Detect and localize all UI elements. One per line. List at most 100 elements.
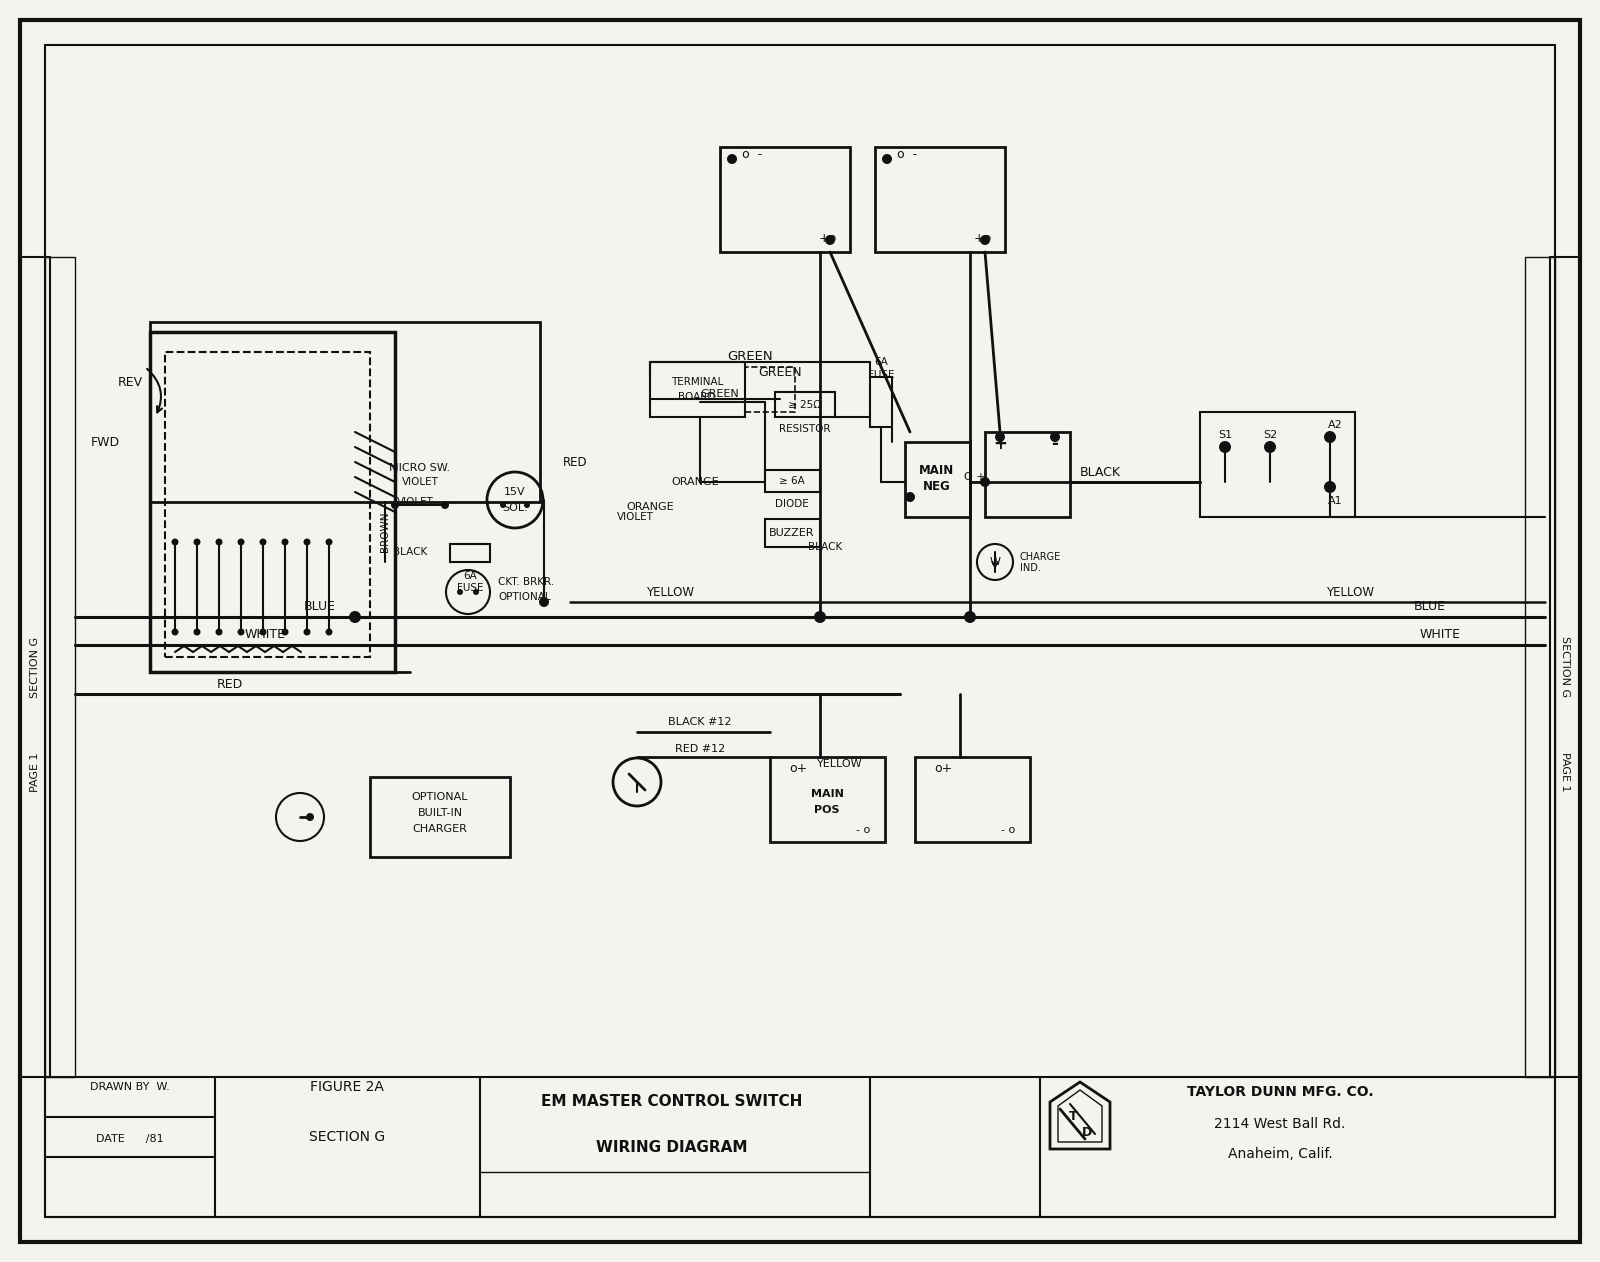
Circle shape — [979, 235, 990, 245]
Text: WIRING DIAGRAM: WIRING DIAGRAM — [597, 1140, 747, 1155]
Text: BUILT-IN: BUILT-IN — [418, 808, 462, 818]
Text: MICRO SW.: MICRO SW. — [389, 463, 451, 473]
Text: o+: o+ — [934, 762, 952, 776]
Text: RED #12: RED #12 — [675, 745, 725, 753]
Circle shape — [306, 813, 314, 822]
Text: BUZZER: BUZZER — [770, 528, 814, 538]
Circle shape — [1325, 432, 1336, 443]
Bar — [1525, 257, 1555, 1076]
Text: PAGE 1: PAGE 1 — [1560, 752, 1570, 791]
Text: REV: REV — [117, 376, 142, 389]
Circle shape — [304, 539, 310, 545]
Bar — [165, 352, 370, 658]
Text: +: + — [994, 435, 1006, 453]
Circle shape — [1264, 440, 1277, 453]
Circle shape — [1050, 432, 1059, 442]
Text: NEG: NEG — [923, 481, 950, 493]
Text: FUSE: FUSE — [456, 583, 483, 593]
Circle shape — [282, 628, 288, 636]
Text: VIOLET: VIOLET — [402, 477, 438, 487]
Circle shape — [814, 611, 826, 623]
Bar — [150, 322, 541, 502]
Text: ORANGE: ORANGE — [626, 502, 674, 512]
Text: W: W — [989, 557, 1000, 567]
Circle shape — [963, 611, 976, 623]
Bar — [765, 469, 819, 492]
Circle shape — [325, 539, 333, 545]
Text: -: - — [1051, 435, 1059, 453]
Text: VIOLET: VIOLET — [616, 512, 653, 522]
Text: MAIN: MAIN — [920, 463, 955, 477]
Text: FWD: FWD — [91, 435, 120, 448]
Text: D: D — [1082, 1126, 1093, 1138]
Text: A2: A2 — [1328, 420, 1342, 430]
Text: YELLOW: YELLOW — [1326, 586, 1374, 598]
Bar — [370, 777, 510, 857]
Circle shape — [216, 628, 222, 636]
Circle shape — [826, 235, 835, 245]
Text: T: T — [1069, 1109, 1077, 1122]
Circle shape — [304, 628, 310, 636]
Circle shape — [979, 477, 990, 487]
Text: OPTIONAL: OPTIONAL — [411, 793, 469, 801]
Circle shape — [259, 539, 267, 545]
Bar — [774, 392, 835, 416]
Text: SECTION G: SECTION G — [30, 636, 40, 698]
Circle shape — [995, 432, 1005, 442]
Bar — [720, 146, 850, 252]
Text: Q +: Q + — [965, 472, 986, 482]
Circle shape — [906, 492, 915, 502]
Circle shape — [390, 501, 398, 509]
Text: SECTION G: SECTION G — [1560, 636, 1570, 698]
Text: BLUE: BLUE — [1414, 601, 1446, 613]
Text: S2: S2 — [1262, 430, 1277, 440]
Text: 2114 West Ball Rd.: 2114 West Ball Rd. — [1214, 1117, 1346, 1131]
Bar — [450, 544, 490, 562]
Circle shape — [194, 628, 200, 636]
Text: SOL.: SOL. — [502, 504, 528, 512]
Text: TERMINAL: TERMINAL — [670, 377, 723, 387]
Text: BOARD: BOARD — [678, 392, 715, 403]
Circle shape — [194, 539, 200, 545]
Text: WHITE: WHITE — [1419, 628, 1461, 641]
Text: SECTION G: SECTION G — [309, 1129, 386, 1143]
Bar — [875, 146, 1005, 252]
Text: RESISTOR: RESISTOR — [779, 424, 830, 434]
Text: ORANGE: ORANGE — [670, 477, 718, 487]
Text: BLACK #12: BLACK #12 — [669, 717, 731, 727]
Text: WHITE: WHITE — [245, 628, 285, 641]
Circle shape — [171, 628, 179, 636]
Circle shape — [474, 589, 478, 594]
Text: 6A: 6A — [462, 570, 477, 581]
Text: DRAWN BY  W.: DRAWN BY W. — [90, 1082, 170, 1092]
Text: VIOLET: VIOLET — [397, 497, 434, 507]
Text: o+: o+ — [789, 762, 806, 776]
Text: GREEN: GREEN — [758, 366, 802, 379]
Bar — [746, 367, 795, 411]
Text: A1: A1 — [1328, 496, 1342, 506]
Bar — [770, 757, 885, 842]
Text: IND.: IND. — [1021, 563, 1042, 573]
Circle shape — [458, 589, 462, 594]
Text: RED: RED — [218, 678, 243, 690]
Circle shape — [726, 154, 738, 164]
Text: - o: - o — [1002, 825, 1014, 835]
Text: CHARGE: CHARGE — [1021, 551, 1061, 562]
Text: RED: RED — [563, 456, 587, 468]
Text: EM MASTER CONTROL SWITCH: EM MASTER CONTROL SWITCH — [541, 1094, 803, 1109]
Text: YELLOW: YELLOW — [646, 586, 694, 598]
Bar — [906, 442, 970, 517]
Circle shape — [442, 501, 450, 509]
Circle shape — [882, 154, 893, 164]
Circle shape — [237, 628, 245, 636]
Circle shape — [349, 611, 362, 623]
Text: BLACK: BLACK — [808, 541, 842, 551]
Text: 6A: 6A — [874, 357, 888, 367]
Text: POS: POS — [814, 805, 840, 815]
Circle shape — [216, 539, 222, 545]
Circle shape — [325, 628, 333, 636]
Bar — [986, 432, 1070, 517]
Text: BLACK: BLACK — [1080, 466, 1120, 478]
Text: BLACK: BLACK — [394, 546, 427, 557]
Text: - o: - o — [856, 825, 870, 835]
